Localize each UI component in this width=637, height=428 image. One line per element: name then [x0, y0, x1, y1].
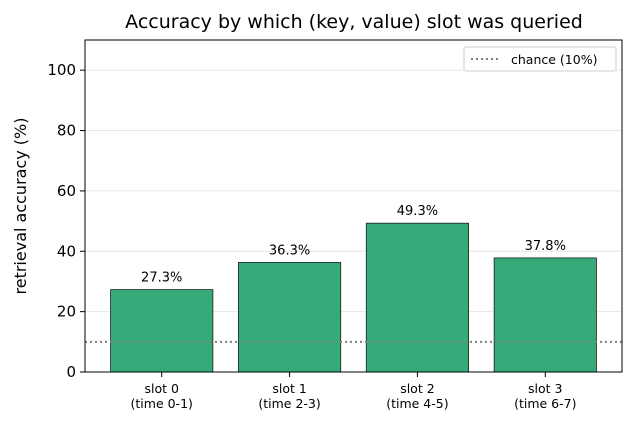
y-tick-label: 100: [47, 61, 76, 79]
x-tick-label: (time 0-1): [131, 396, 193, 411]
plot-frame: [84, 39, 623, 373]
bar-value-label: 37.8%: [525, 239, 566, 254]
bar-value-label: 36.3%: [269, 243, 310, 258]
bar-slot-2: [365, 222, 469, 373]
bar-value-label: 27.3%: [141, 271, 182, 286]
y-tick-label: 80: [57, 122, 76, 140]
x-axis-ticks: slot 0(time 0-1)slot 1(time 2-3)slot 2(t…: [131, 372, 576, 411]
y-tick-label: 20: [57, 303, 76, 321]
bar-slot-1: [238, 262, 342, 373]
x-tick-label: slot 3: [528, 381, 562, 396]
bars: [110, 222, 597, 373]
chart-title: Accuracy by which (key, value) slot was …: [125, 11, 583, 33]
x-tick-label: (time 4-5): [386, 396, 448, 411]
bar-slot-0: [110, 289, 214, 373]
legend-box: [463, 46, 617, 72]
y-tick-label: 40: [57, 242, 76, 260]
y-axis-label: retrieval accuracy (%): [11, 118, 30, 295]
y-axis-ticks: 0 20 40 60 80 100: [47, 61, 85, 381]
bar-slot-3: [493, 257, 597, 373]
x-tick-label: (time 6-7): [514, 396, 576, 411]
legend-chance-label: chance (10%): [511, 52, 597, 67]
y-tick-label: 60: [57, 182, 76, 200]
bar-value-label: 49.3%: [397, 204, 438, 219]
bar-value-labels: 27.3% 36.3% 49.3% 37.8%: [141, 204, 566, 285]
x-tick-label: slot 1: [272, 381, 306, 396]
x-tick-label: (time 2-3): [258, 396, 320, 411]
plot-border: [84, 39, 623, 373]
y-tick-label: 0: [66, 363, 76, 381]
x-tick-label: slot 2: [400, 381, 434, 396]
legend: chance (10%): [463, 46, 617, 72]
x-tick-label: slot 0: [144, 381, 179, 396]
